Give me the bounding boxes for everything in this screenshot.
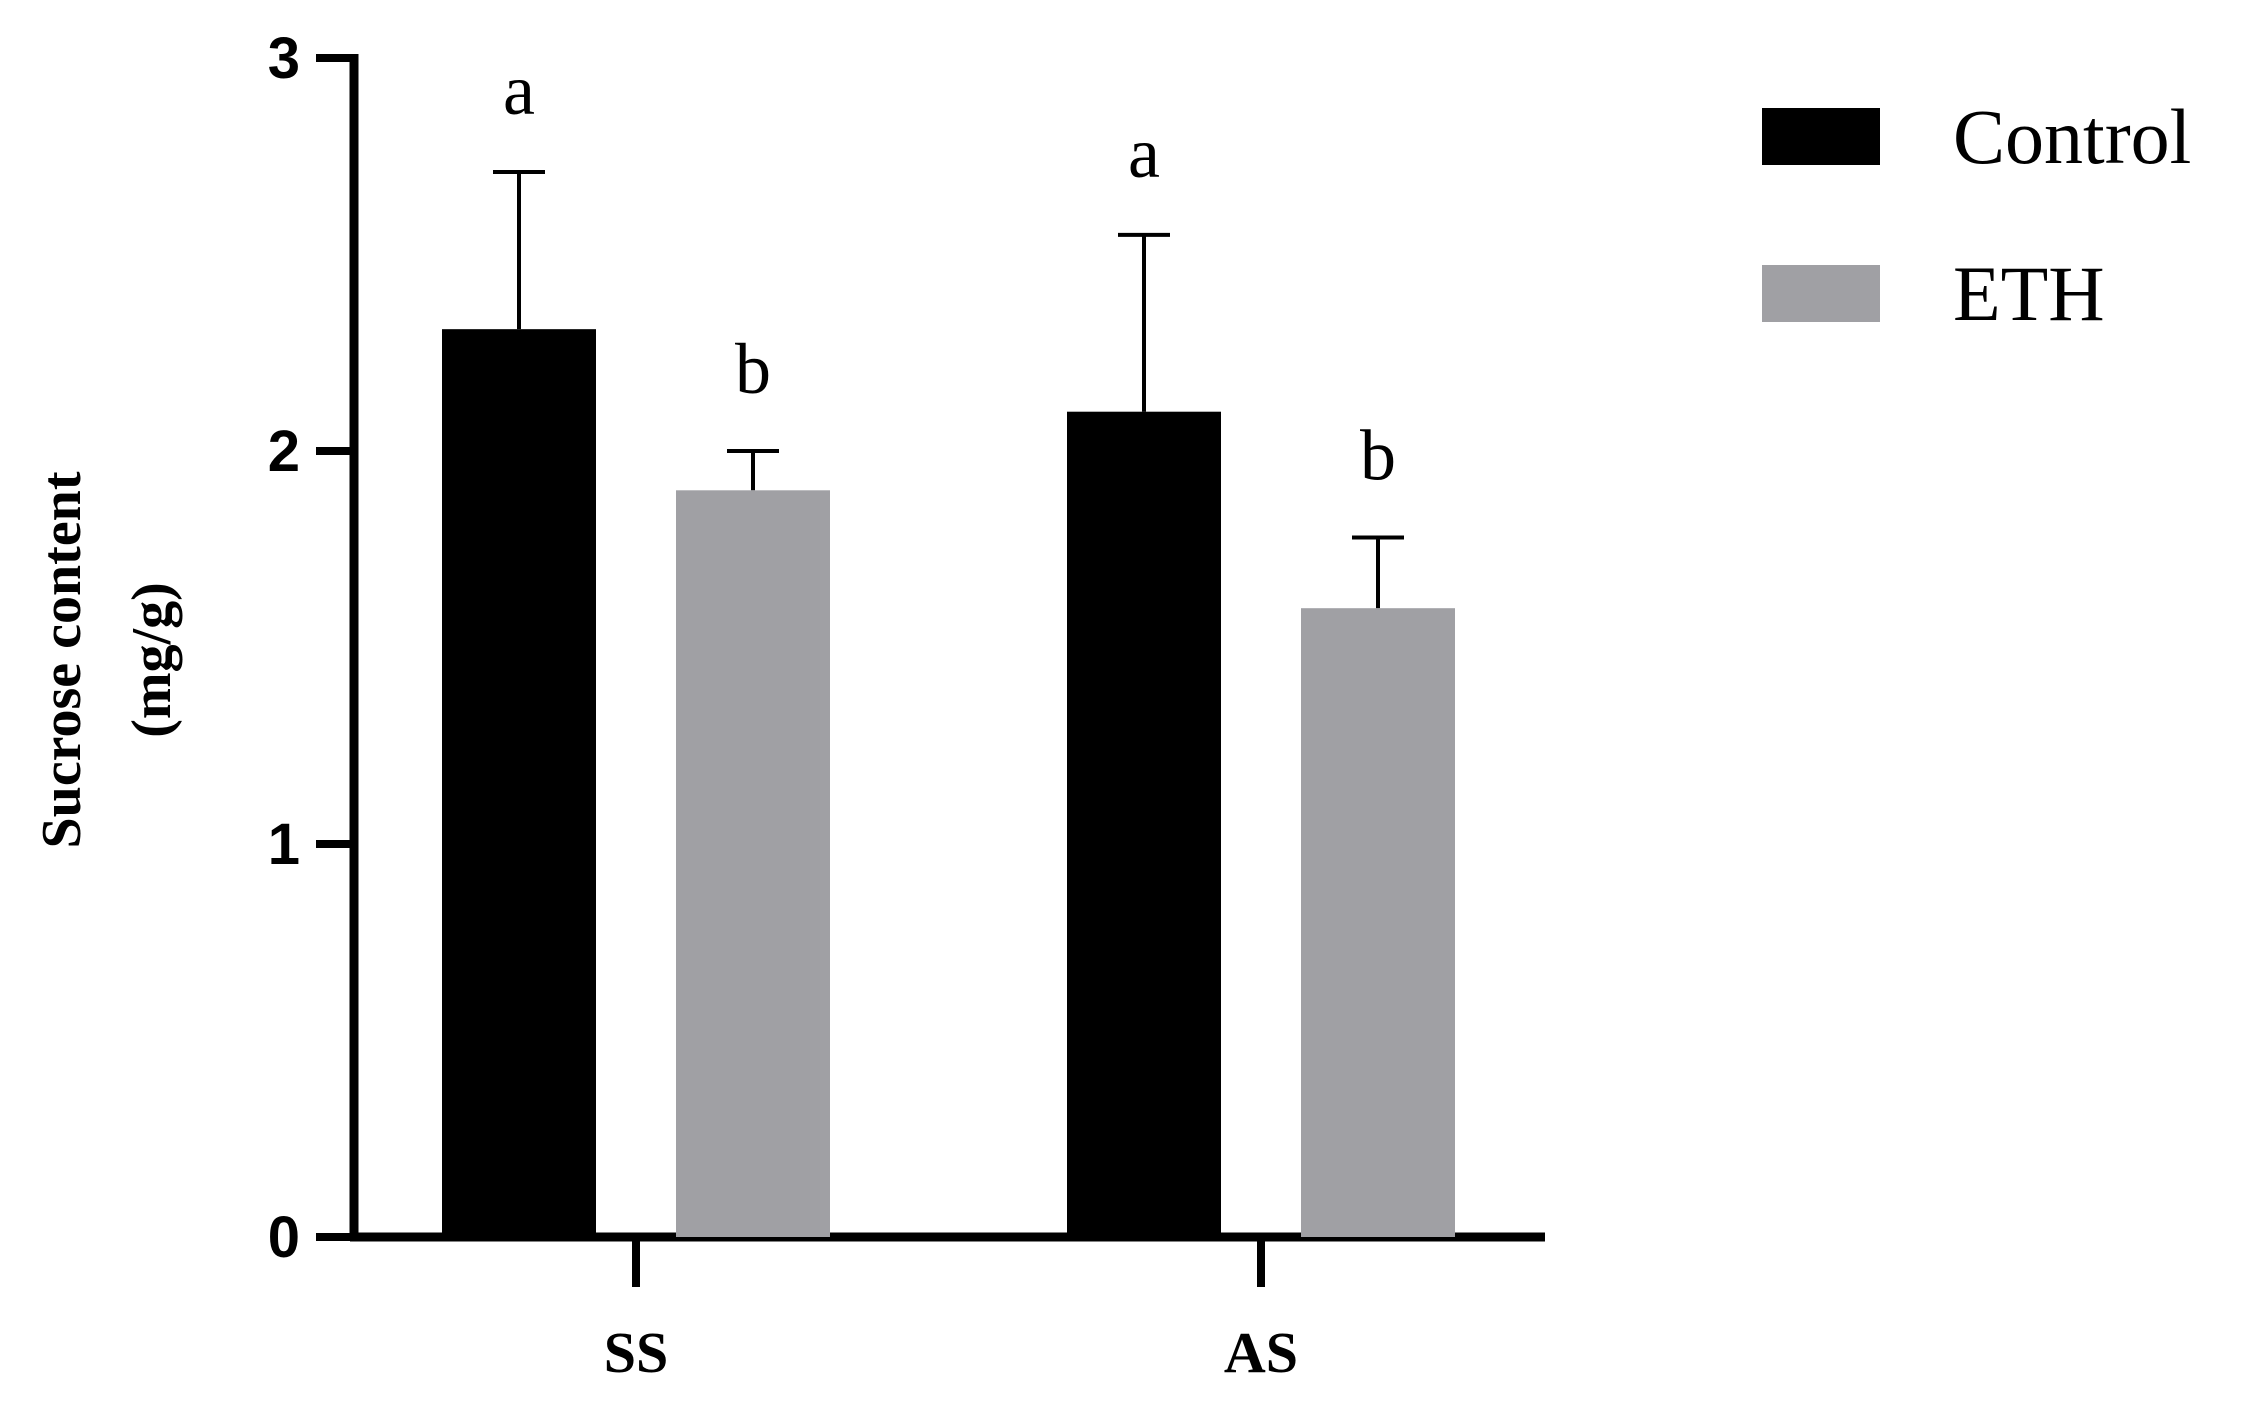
y-tick-label: 0	[268, 1205, 300, 1270]
bar	[676, 490, 830, 1237]
significance-letter: a	[503, 50, 535, 130]
bar	[1301, 608, 1455, 1237]
x-tick-label: AS	[1224, 1320, 1298, 1385]
significance-letter: b	[735, 329, 771, 409]
legend-swatch	[1762, 265, 1880, 322]
y-label-line: (mg/g)	[121, 582, 183, 738]
y-tick-label: 1	[268, 812, 300, 877]
bar	[1067, 411, 1221, 1237]
significance-letter: b	[1360, 415, 1396, 495]
bar	[442, 329, 596, 1237]
y-axis-title: Sucrose content (mg/g)	[31, 471, 183, 848]
legend-label: Control	[1953, 93, 2191, 180]
legend-label: ETH	[1953, 250, 2105, 337]
legend-swatch	[1762, 108, 1880, 165]
y-tick-label: 2	[268, 419, 300, 484]
y-tick-label: 3	[268, 26, 300, 91]
y-label-line: Sucrose content	[31, 471, 93, 848]
significance-letter: a	[1128, 113, 1160, 193]
x-tick-label: SS	[604, 1320, 669, 1385]
